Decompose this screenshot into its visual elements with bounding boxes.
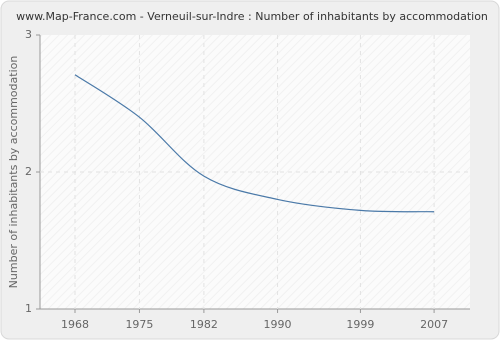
x-tick-label: 1982: [190, 318, 218, 331]
x-tick-label: 1999: [346, 318, 374, 331]
line: [74, 74, 435, 213]
y-axis-label: Number of inhabitants by accommodation: [7, 56, 20, 289]
plot-area: [40, 35, 470, 309]
y-tick-label: 1: [25, 302, 32, 315]
x-tick-label: 1968: [61, 318, 89, 331]
x-tick-label: 1990: [264, 318, 292, 331]
chart-title: www.Map-France.com - Verneuil-sur-Indre …: [16, 10, 488, 23]
y-tick-label: 2: [25, 165, 32, 178]
x-tick-label: 1975: [125, 318, 153, 331]
y-tick-label: 3: [25, 28, 32, 41]
x-tick-label: 2007: [420, 318, 448, 331]
